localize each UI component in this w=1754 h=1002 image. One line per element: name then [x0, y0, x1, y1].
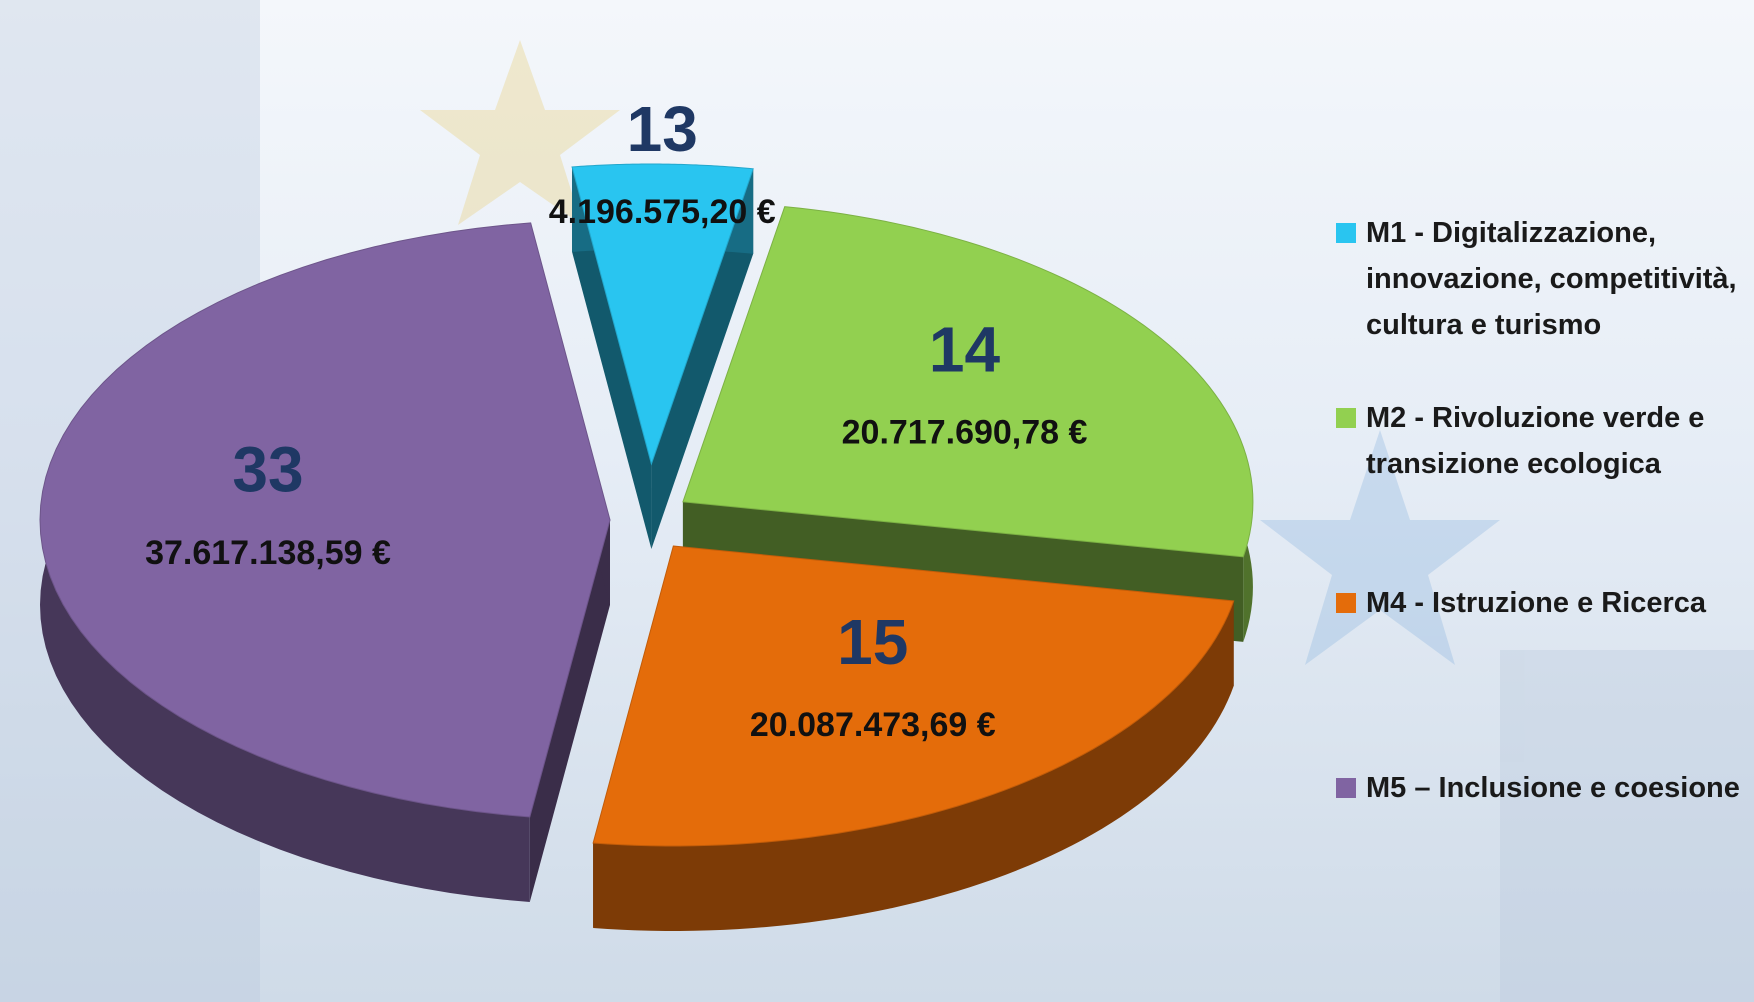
slice	[571, 163, 754, 466]
slice-wall	[572, 166, 652, 550]
legend-label: M1 - Digitalizzazione, innovazione, comp…	[1366, 217, 1737, 341]
slice	[592, 545, 1235, 847]
slice-value-label: 20.087.473,69 €	[750, 706, 996, 744]
slice-value-label: 4.196.575,20 €	[549, 193, 776, 231]
legend-swatch	[1336, 223, 1356, 243]
slice-value-label: 20.717.690,78 €	[842, 414, 1088, 452]
legend-item: M5 – Inclusione e coesione	[1336, 765, 1746, 811]
slice-wall	[529, 519, 610, 902]
slice-count: 14	[929, 314, 1001, 386]
slice	[39, 222, 611, 818]
slice	[682, 206, 1254, 558]
legend-label: M2 - Rivoluzione verde e transizione eco…	[1366, 402, 1705, 480]
legend-item: M4 - Istruzione e Ricerca	[1336, 580, 1746, 626]
pie: 13 4.196.575,20 € 14 20.717.690,78 € 15 20.08…	[39, 93, 1254, 931]
slice-value-label: 37.617.138,59 €	[145, 534, 391, 572]
legend-swatch	[1336, 408, 1356, 428]
legend-label: M5 – Inclusione e coesione	[1366, 772, 1740, 804]
slice-count: 13	[627, 93, 698, 165]
slice-side	[593, 600, 1234, 931]
legend-item: M2 - Rivoluzione verde e transizione eco…	[1336, 395, 1746, 487]
legend-label: M4 - Istruzione e Ricerca	[1366, 587, 1707, 619]
legend-swatch	[1336, 593, 1356, 613]
slice-count: 15	[837, 606, 908, 678]
legend-item: M1 - Digitalizzazione, innovazione, comp…	[1336, 210, 1746, 348]
slice-count: 33	[232, 434, 303, 506]
legend-swatch	[1336, 778, 1356, 798]
slice-wall	[651, 168, 754, 550]
